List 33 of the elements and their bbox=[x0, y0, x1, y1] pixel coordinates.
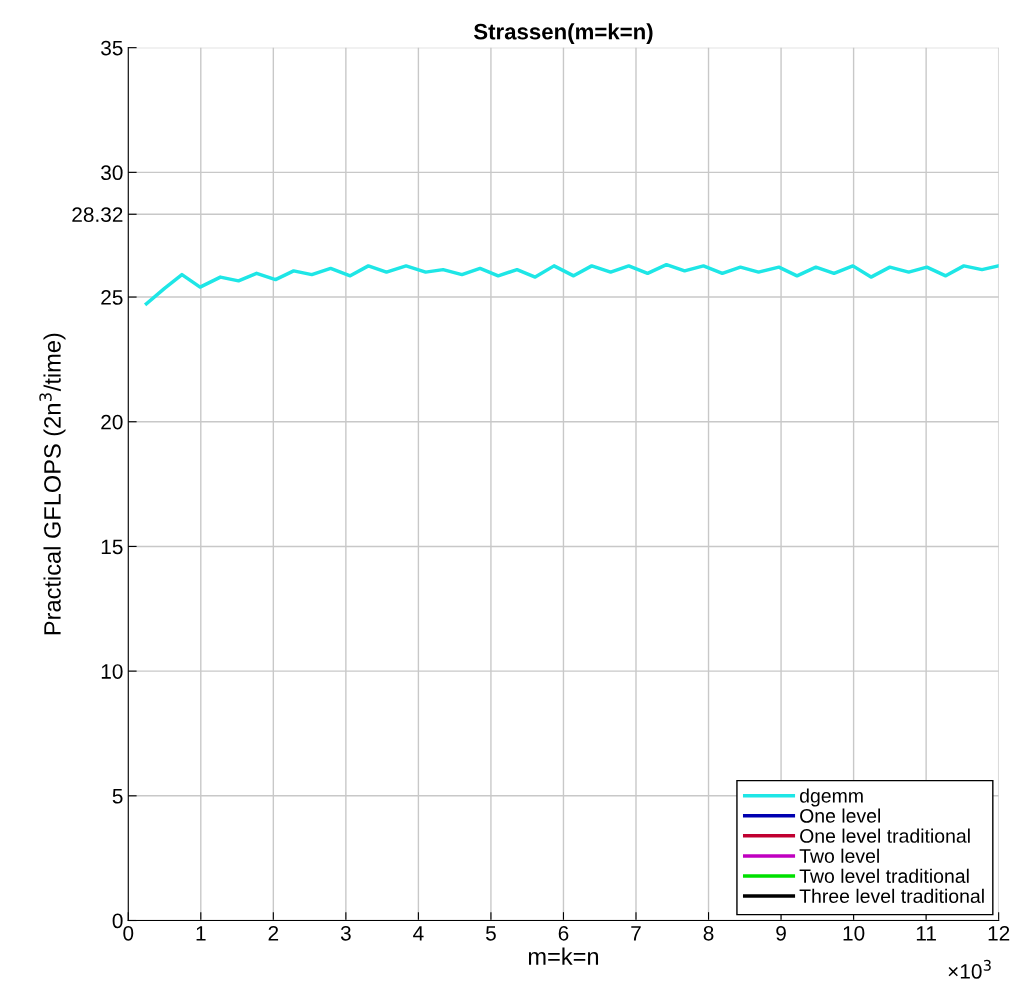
x-tick-label: 0 bbox=[123, 925, 134, 941]
y-tick-label: 5 bbox=[112, 789, 123, 804]
x-tick-label: 8 bbox=[703, 925, 714, 941]
legend-label: Two level traditional bbox=[799, 868, 969, 883]
y-axis-title: Practical GFLOPS (2n$^{3}$/time) bbox=[39, 333, 66, 635]
y-tick-label: 30 bbox=[101, 165, 123, 181]
line-series bbox=[144, 262, 999, 306]
x-tick-label: 12 bbox=[988, 925, 1010, 941]
x-tick-label: 10 bbox=[843, 925, 865, 941]
x-tick-label: 6 bbox=[558, 925, 569, 941]
y-tick-label: 35 bbox=[101, 40, 123, 56]
y-tick-label: 28.32 bbox=[72, 207, 123, 223]
x-tick-label: 1 bbox=[196, 926, 206, 941]
x-tick-label: 4 bbox=[413, 926, 424, 941]
x-tick-label: 3 bbox=[340, 925, 351, 941]
x-tick-label: 7 bbox=[631, 926, 641, 941]
text: ×10$^{3}$ bbox=[948, 959, 991, 979]
y-tick-label: 10 bbox=[101, 664, 123, 679]
legend-label: Three level traditional bbox=[799, 888, 984, 904]
y-tick-label: 15 bbox=[101, 539, 123, 555]
x-tick-label: 11 bbox=[916, 926, 936, 941]
legend-label: dgemm bbox=[799, 788, 863, 807]
legend-label: One level bbox=[800, 808, 881, 823]
x-tick-label: 9 bbox=[776, 925, 786, 941]
x-axis-title: m=k=n bbox=[528, 947, 599, 965]
y-tick-label: 20 bbox=[101, 414, 123, 430]
legend-label: Two level bbox=[799, 848, 879, 863]
y-tick-label: 0 bbox=[112, 913, 123, 929]
x-tick-label: 5 bbox=[485, 926, 496, 941]
chart-title: Strassen(m=k=n) bbox=[473, 23, 653, 44]
legend-label: One level traditional bbox=[800, 828, 970, 843]
y-tick-label: 25 bbox=[101, 290, 123, 305]
x-tick-label: 2 bbox=[268, 925, 279, 941]
